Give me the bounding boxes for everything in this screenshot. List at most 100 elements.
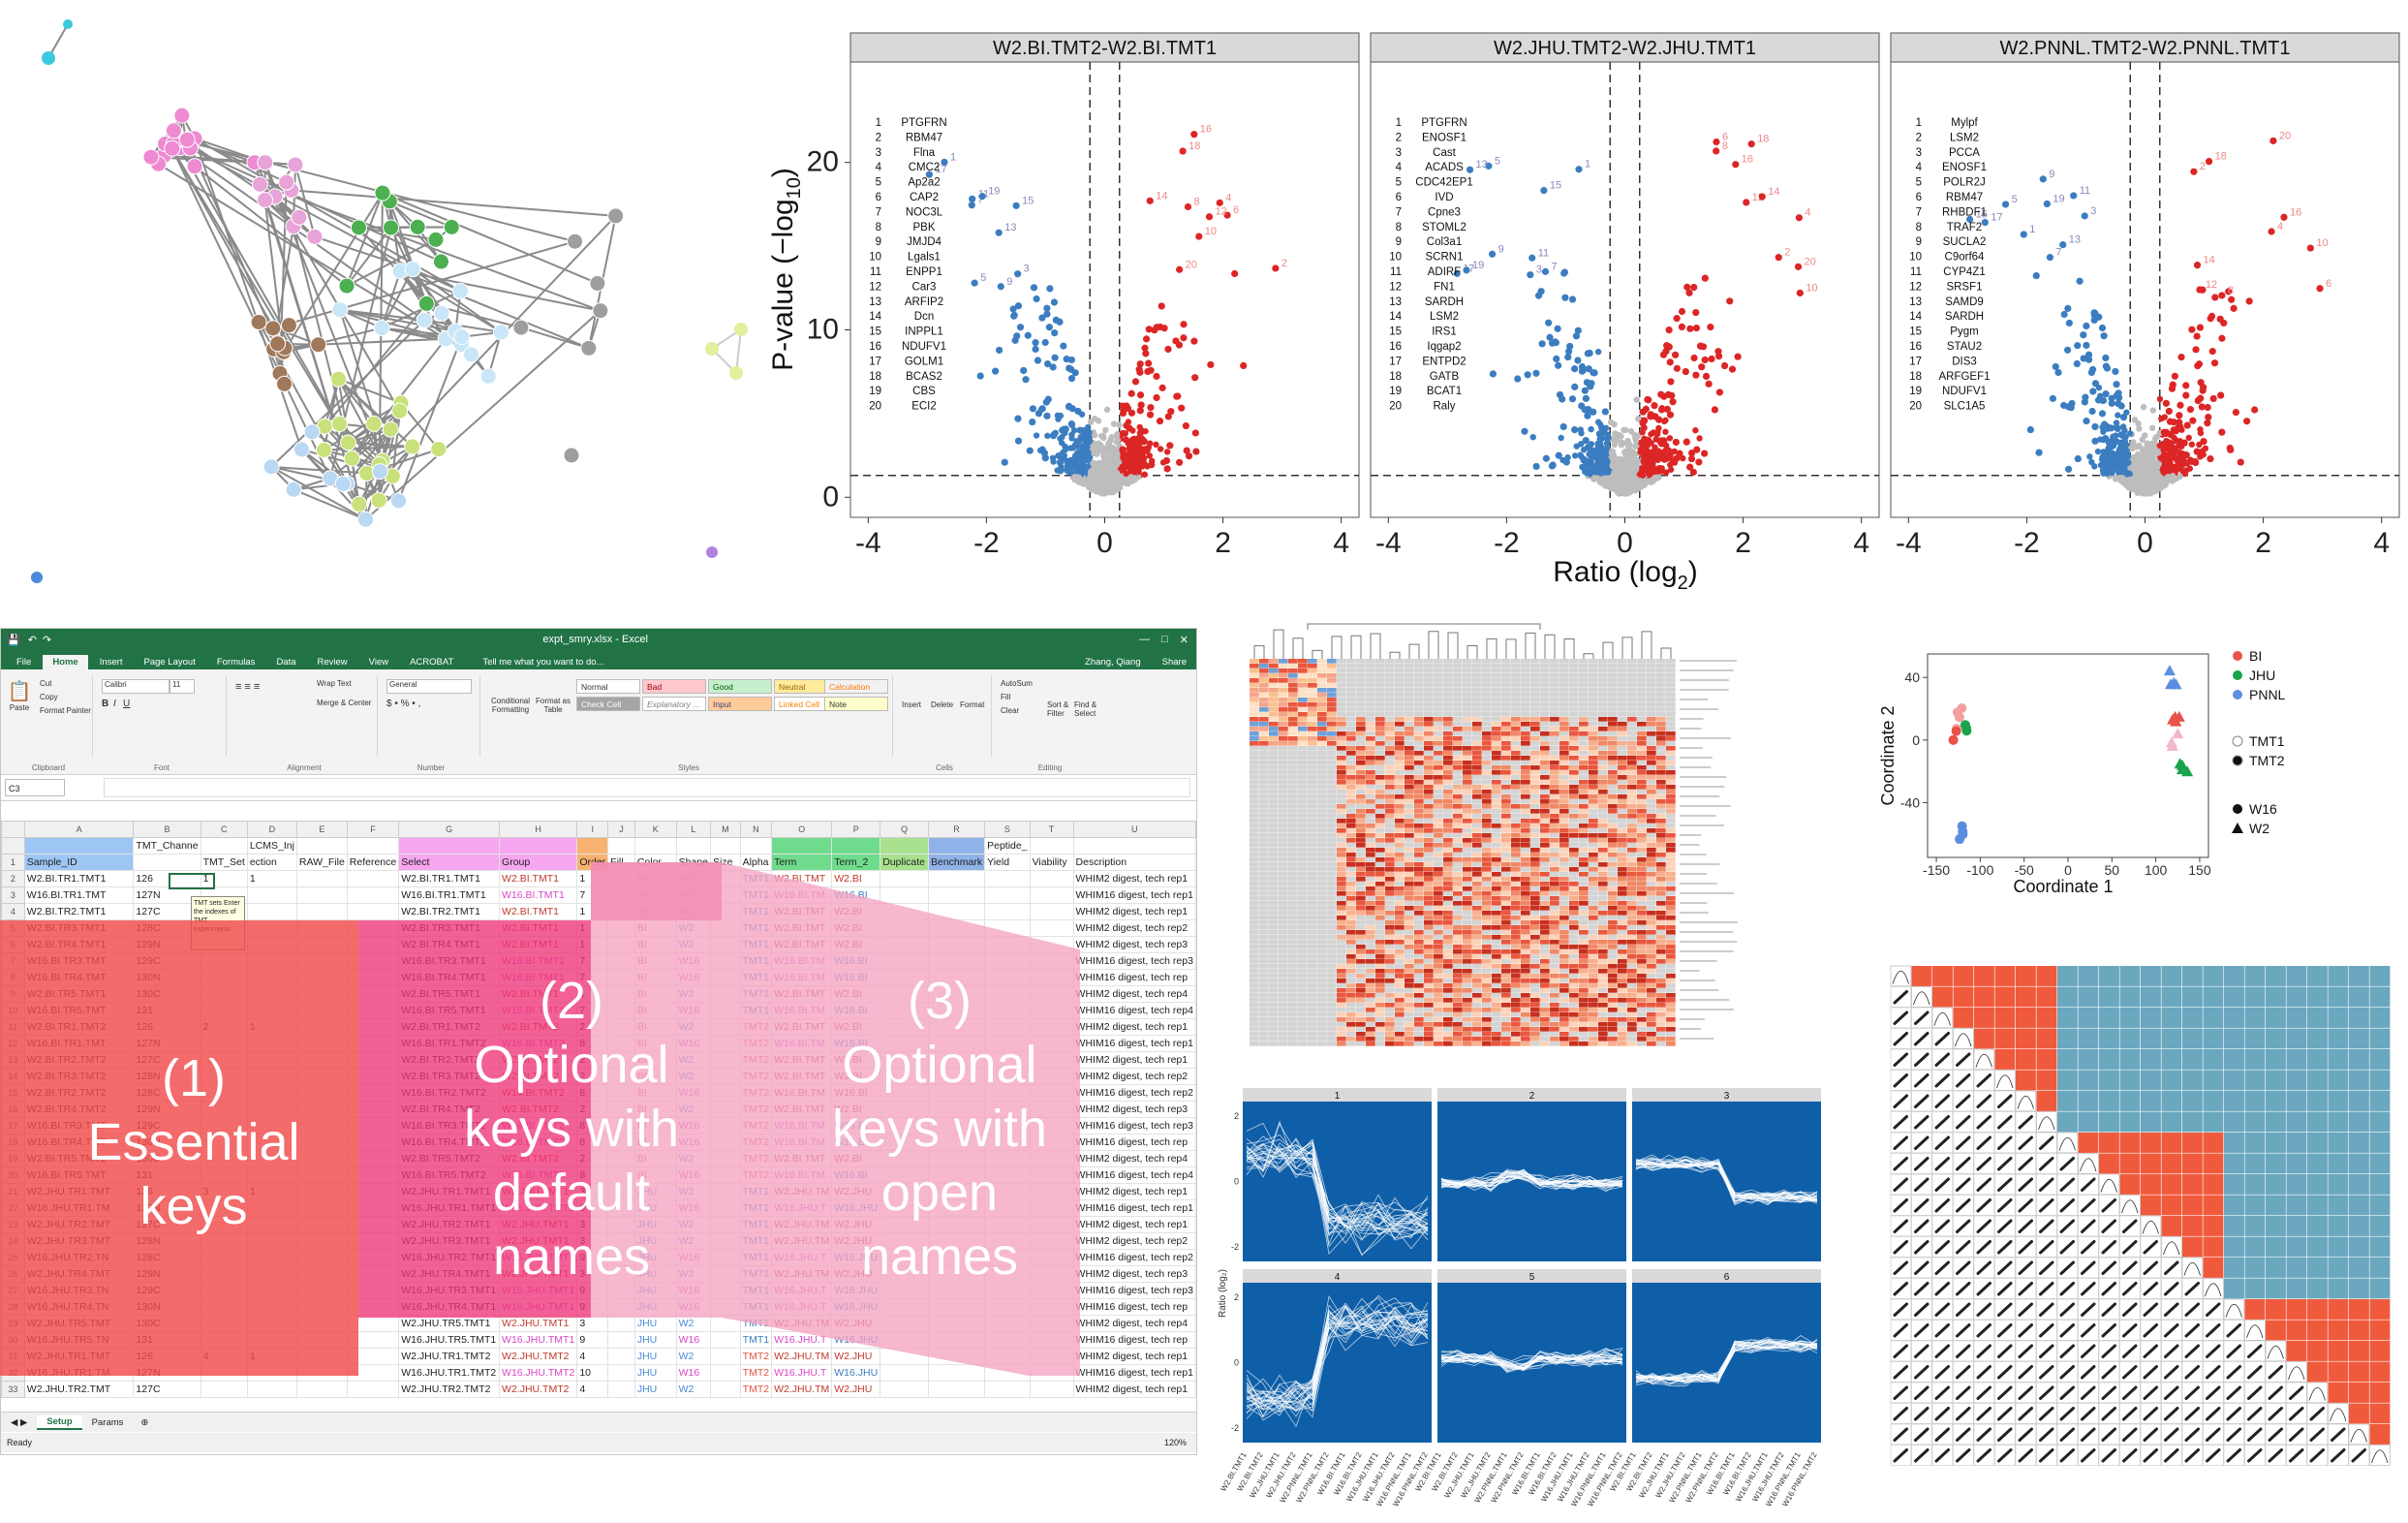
- sheet-cell[interactable]: TMT_Set: [200, 854, 248, 871]
- sheet-cell[interactable]: W16: [675, 1364, 712, 1382]
- sheet-cell[interactable]: L: [675, 821, 712, 838]
- tab-acrobat[interactable]: ACROBAT: [410, 657, 454, 668]
- format-as-table-button[interactable]: Format as Table: [535, 697, 571, 714]
- sheet-cell[interactable]: W2.BI.TMT1: [499, 903, 578, 920]
- sheet-cell[interactable]: C: [200, 821, 248, 838]
- row-header[interactable]: 2: [1, 870, 25, 887]
- sheet-nav-icon[interactable]: ◀ ▶: [11, 1416, 28, 1428]
- sheet-cell[interactable]: F: [346, 821, 400, 838]
- sheet-cell[interactable]: J: [607, 821, 635, 838]
- sheet-cell[interactable]: K: [633, 821, 677, 838]
- row-header[interactable]: 33: [1, 1381, 25, 1398]
- sheet-cell[interactable]: [607, 837, 635, 855]
- sheet-cell[interactable]: TMT2: [739, 1348, 773, 1365]
- sheet-cell[interactable]: E: [295, 821, 348, 838]
- tab-formulas[interactable]: Formulas: [216, 657, 256, 668]
- tab-view[interactable]: View: [368, 657, 389, 668]
- sheet-cell[interactable]: [927, 837, 986, 855]
- sheet-cell[interactable]: W16.JHU.TMT2: [499, 1364, 578, 1382]
- sheet-cell[interactable]: WHIM16 digest, tech rep4: [1072, 1002, 1196, 1019]
- sheet-cell[interactable]: Term_2: [831, 854, 881, 871]
- sheet-cell[interactable]: Benchmark: [927, 854, 986, 871]
- sheet-cell[interactable]: WHIM16 digest, tech rep1: [1072, 1364, 1196, 1382]
- sheet-cell[interactable]: [607, 1381, 635, 1398]
- sheet-cell[interactable]: [739, 837, 773, 855]
- zoom-level[interactable]: 120%: [1163, 1438, 1187, 1447]
- sheet-cell[interactable]: [880, 837, 929, 855]
- sheet-cell[interactable]: W16: [675, 1331, 712, 1349]
- sheet-cell[interactable]: [398, 837, 501, 855]
- sheet-cell[interactable]: W2: [675, 1381, 712, 1398]
- sheet-cell[interactable]: T: [1029, 821, 1074, 838]
- redo-icon[interactable]: ↷: [42, 634, 52, 646]
- sheet-cell[interactable]: A: [23, 821, 135, 838]
- sheet-cell[interactable]: W2.JHU.TM: [771, 1381, 833, 1398]
- sheet-cell[interactable]: Peptide_: [984, 837, 1031, 855]
- sheet-cell[interactable]: W2.JHU: [831, 1348, 881, 1365]
- sheet-cell[interactable]: S: [984, 821, 1031, 838]
- delete-cells-button[interactable]: Delete: [931, 700, 954, 709]
- bold-button[interactable]: B: [102, 699, 109, 709]
- sheet-cell[interactable]: W2.BI.TMT1: [499, 870, 578, 887]
- sheet-cell[interactable]: W16.JHU.TMT1: [499, 1331, 578, 1349]
- sheet-cell[interactable]: [1072, 837, 1196, 855]
- sheet-cell[interactable]: [710, 837, 741, 855]
- sheet-cell[interactable]: WHIM2 digest, tech rep4: [1072, 985, 1196, 1003]
- tab-page-layout[interactable]: Page Layout: [143, 657, 196, 668]
- share-button[interactable]: Share: [1161, 657, 1187, 668]
- style-calculation[interactable]: Calculation: [824, 679, 888, 694]
- number-format-select[interactable]: General: [386, 679, 472, 694]
- sheet-cell[interactable]: W16.BI.TR1.TMT: [23, 886, 135, 904]
- sheet-cell[interactable]: [1029, 837, 1074, 855]
- sheet-cell[interactable]: W2.JHU.TMT2: [499, 1381, 578, 1398]
- sheet-cell[interactable]: W2.BI.TR2.TMT1: [398, 903, 501, 920]
- style-input[interactable]: Input: [708, 697, 772, 711]
- sheet-cell[interactable]: G: [398, 821, 501, 838]
- sheet-cell[interactable]: [499, 837, 578, 855]
- autosum-button[interactable]: AutoSum: [1001, 679, 1033, 688]
- sheet-cell[interactable]: W16.JHU.TR5.TMT1: [398, 1331, 501, 1349]
- sheet-cell[interactable]: W2.JHU: [831, 1381, 881, 1398]
- close-icon[interactable]: ✕: [1179, 634, 1189, 646]
- clear-button[interactable]: Clear: [1001, 706, 1020, 715]
- tab-review[interactable]: Review: [317, 657, 348, 668]
- sheet-cell[interactable]: W2.JHU.TR5.TMT1: [398, 1315, 501, 1332]
- sheet-tab-setup[interactable]: Setup: [37, 1414, 82, 1430]
- sheet-cell[interactable]: WHIM2 digest, tech rep3: [1072, 1101, 1196, 1118]
- sheet-cell[interactable]: Viability: [1029, 854, 1074, 871]
- sheet-cell[interactable]: [675, 837, 712, 855]
- sheet-cell[interactable]: WHIM2 digest, tech rep1: [1072, 1051, 1196, 1069]
- sheet-cell[interactable]: [200, 1381, 248, 1398]
- sheet-cell[interactable]: [295, 837, 348, 855]
- sheet-cell[interactable]: WHIM2 digest, tech rep2: [1072, 919, 1196, 937]
- style-good[interactable]: Good: [708, 679, 772, 694]
- sheet-cell[interactable]: WHIM16 digest, tech rep3: [1072, 1282, 1196, 1299]
- sheet-cell[interactable]: H: [499, 821, 578, 838]
- sheet-cell[interactable]: JHU: [633, 1381, 677, 1398]
- sheet-cell[interactable]: [246, 1381, 297, 1398]
- sheet-cell[interactable]: TMT2: [739, 1381, 773, 1398]
- sheet-cell[interactable]: [771, 837, 833, 855]
- sheet-cell[interactable]: W2.BI.TR2.TMT1: [23, 903, 135, 920]
- sheet-cell[interactable]: Term: [771, 854, 833, 871]
- sheet-cell[interactable]: W2.JHU.TMT1: [499, 1315, 578, 1332]
- sheet-cell[interactable]: Select: [398, 854, 501, 871]
- sheet-cell[interactable]: I: [576, 821, 609, 838]
- cut-button[interactable]: Cut: [40, 679, 52, 688]
- sheet-cell[interactable]: W16.JHU.T: [771, 1364, 833, 1382]
- sheet-cell[interactable]: 127C: [133, 1381, 201, 1398]
- conditional-formatting-button[interactable]: Conditional Formatting: [490, 697, 531, 714]
- sheet-cell[interactable]: N: [739, 821, 773, 838]
- sheet-cell[interactable]: [633, 837, 677, 855]
- sheet-cell[interactable]: [710, 1381, 741, 1398]
- find-select-button[interactable]: Find & Select: [1074, 700, 1097, 718]
- currency-icons[interactable]: $ • % • ,: [386, 699, 421, 709]
- format-cells-button[interactable]: Format: [960, 700, 985, 709]
- font-name-select[interactable]: Calibri: [102, 679, 170, 694]
- font-size-select[interactable]: 11: [170, 679, 195, 694]
- tell-me-search[interactable]: Tell me what you want to do...: [482, 657, 604, 668]
- sheet-cell[interactable]: [295, 1381, 348, 1398]
- sheet-cell[interactable]: O: [771, 821, 833, 838]
- tab-home[interactable]: Home: [43, 655, 88, 669]
- fill-button[interactable]: Fill: [1001, 693, 1011, 701]
